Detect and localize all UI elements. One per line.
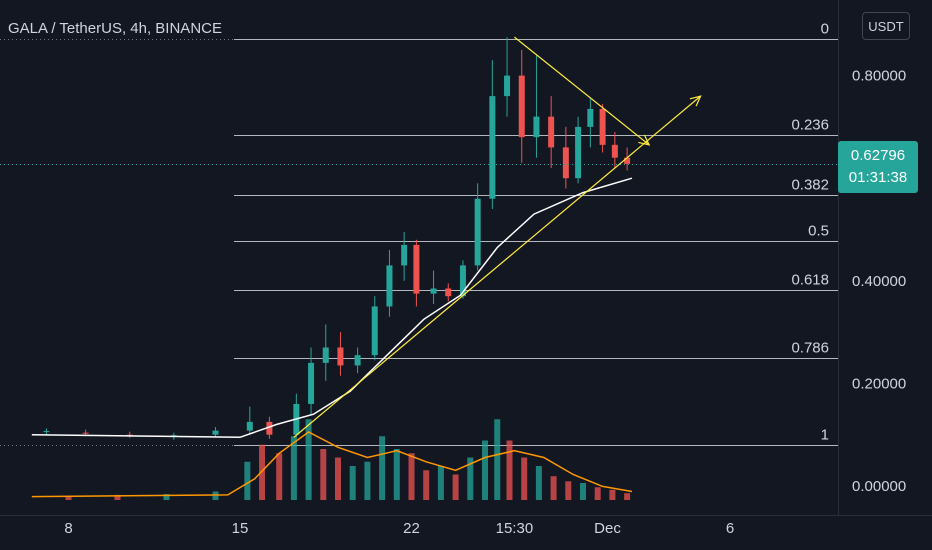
time-axis-label: 6 [726, 520, 734, 537]
volume-bar [320, 449, 327, 500]
fib-level-label: 0.618 [791, 272, 829, 289]
candle-body [562, 147, 569, 179]
volume-bar [482, 440, 488, 500]
volume-bar [408, 453, 415, 500]
candle-body [504, 75, 511, 97]
fib-level-label: 0.382 [791, 177, 829, 194]
candle-body [246, 421, 253, 431]
candle-body [611, 144, 618, 158]
candle-body [413, 244, 420, 294]
volume-bar [437, 466, 444, 500]
volume-bar [290, 436, 297, 500]
chart-title: GALA / TetherUS, 4h, BINANCE [8, 20, 222, 37]
candle-body [430, 288, 437, 294]
candle-body [474, 198, 481, 266]
fibonacci-retracement[interactable]: 0 0.236 0.382 0.5 0.618 0.786 1 [0, 21, 838, 446]
fib-level-label: 0.786 [791, 340, 829, 357]
candle-body [548, 116, 555, 148]
volume-bar [114, 494, 121, 500]
ascending-trendline [293, 95, 701, 438]
trendlines[interactable] [293, 36, 702, 438]
candle-body [518, 75, 525, 138]
volume-bar [349, 466, 356, 500]
descending-trendline [514, 36, 650, 146]
volume-bar [565, 481, 572, 500]
price-axis-label: 0.40000 [852, 273, 906, 290]
candle-body [459, 265, 466, 297]
volume-bar [452, 474, 459, 500]
volume-bar [535, 466, 542, 500]
candle-body [599, 108, 606, 145]
volume-bar [259, 444, 266, 500]
candle-body [212, 430, 219, 435]
time-axis[interactable]: 8 15 22 15:30 Dec 6 [64, 520, 734, 537]
price-axis-label: 0.20000 [852, 375, 906, 392]
candle-body [445, 288, 452, 297]
bar-countdown: 01:31:38 [848, 168, 908, 186]
volume-bar [506, 440, 513, 500]
volume-bar [364, 461, 371, 500]
volume-bar [550, 476, 557, 500]
volume-bar [594, 487, 601, 500]
trendline-arrowhead [689, 95, 702, 107]
price-moving-average [31, 177, 633, 439]
fib-level-label: 0.236 [791, 117, 829, 134]
moving-average [31, 177, 633, 439]
candlestick-series [43, 37, 631, 440]
last-price-value: 0.62796 [850, 146, 906, 164]
volume-bar [276, 453, 283, 500]
volume-bar [494, 419, 501, 500]
price-axis-label: 0.80000 [852, 68, 906, 85]
candle-body [266, 421, 273, 435]
candle-body [371, 306, 378, 356]
volume-bar [521, 457, 528, 500]
volume-moving-average [31, 431, 633, 498]
candle-body [624, 157, 631, 164]
time-axis-label: 15 [232, 520, 249, 537]
price-axis[interactable]: 0.80000 0.40000 0.20000 0.00000 [852, 68, 906, 495]
time-axis-label: 15:30 [496, 520, 534, 537]
fib-level-label: 0 [821, 21, 829, 38]
volume-bar [393, 449, 400, 500]
volume-bar [163, 494, 170, 500]
time-axis-label: 22 [403, 520, 420, 537]
volume-bar [305, 419, 312, 500]
currency-button[interactable]: USDT [862, 12, 910, 40]
volume-bar [467, 457, 474, 500]
last-price-badge: 0.62796 01:31:38 [838, 140, 918, 193]
volume-bar [335, 457, 341, 500]
volume-bar [65, 495, 72, 500]
volume-bar [624, 493, 631, 500]
candle-body [401, 244, 408, 266]
fib-level-label: 1 [821, 427, 829, 444]
time-axis-label: Dec [594, 520, 621, 537]
fib-level-label: 0.5 [808, 223, 829, 240]
volume-bar [244, 461, 251, 500]
volume-bar [379, 436, 386, 500]
candle-body [354, 355, 361, 366]
candle-body [322, 347, 329, 363]
volume-histogram [31, 419, 633, 500]
candle-body [575, 126, 582, 179]
time-axis-label: 8 [64, 520, 72, 537]
candle-body [43, 431, 50, 433]
trendline-arrowhead [638, 134, 651, 146]
candle-body [308, 362, 315, 404]
price-axis-label: 0.00000 [852, 478, 906, 495]
candle-body [533, 116, 540, 138]
candle-body [386, 265, 393, 307]
volume-bar [580, 483, 586, 500]
candle-body [587, 108, 594, 127]
candle-body [337, 347, 344, 366]
volume-bar [609, 489, 616, 500]
candle-body [489, 96, 496, 199]
candle-body [82, 432, 89, 434]
volume-bar [423, 470, 430, 500]
